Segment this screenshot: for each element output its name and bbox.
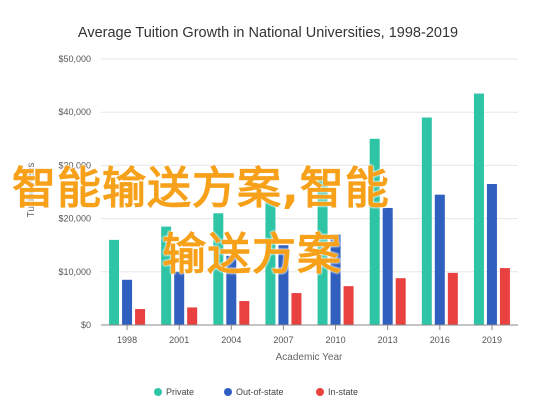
x-axis-ticks: 1998 2001 2004 2007 2010 2013 2016 2019 bbox=[117, 325, 502, 345]
bar-private-2007 bbox=[265, 202, 276, 325]
bar-in-state-2019 bbox=[499, 268, 510, 325]
x-tick-label: 2019 bbox=[482, 335, 502, 345]
bar-out-of-state-2001 bbox=[174, 271, 185, 325]
bar-private-2019 bbox=[473, 93, 484, 325]
bar-out-of-state-1998 bbox=[122, 279, 133, 325]
x-tick-label: 1998 bbox=[117, 335, 137, 345]
bar-private-2001 bbox=[161, 226, 172, 325]
bar-in-state-2004 bbox=[239, 301, 250, 325]
bar-private-2004 bbox=[213, 213, 224, 325]
y-tick-label: $10,000 bbox=[58, 267, 91, 277]
legend-label: Out-of-state bbox=[236, 387, 284, 397]
bar-out-of-state-2016 bbox=[434, 194, 445, 325]
x-tick-label: 2001 bbox=[169, 335, 189, 345]
bar-in-state-2013 bbox=[395, 278, 406, 325]
y-tick-label: $50,000 bbox=[58, 54, 91, 64]
bar-in-state-2010 bbox=[343, 286, 354, 325]
y-tick-label: $30,000 bbox=[58, 160, 91, 170]
bar-in-state-2016 bbox=[447, 272, 458, 325]
legend: Private Out-of-state In-state bbox=[154, 387, 358, 397]
bar-private-2010 bbox=[317, 176, 328, 325]
x-axis-title: Academic Year bbox=[276, 352, 343, 363]
gridlines bbox=[101, 58, 518, 273]
x-tick-label: 2016 bbox=[430, 335, 450, 345]
y-axis-title: Tuition Fees bbox=[26, 163, 37, 218]
bar-out-of-state-2010 bbox=[330, 234, 341, 325]
bar-in-state-1998 bbox=[135, 309, 146, 325]
bar-private-2013 bbox=[369, 138, 380, 325]
legend-swatch-private bbox=[154, 388, 162, 396]
x-tick-label: 2007 bbox=[273, 335, 293, 345]
bar-out-of-state-2007 bbox=[278, 245, 289, 325]
x-tick-label: 2010 bbox=[326, 335, 346, 345]
chart-title: Average Tuition Growth in National Unive… bbox=[78, 25, 458, 41]
watermark-text-line-2: 输送方案 bbox=[162, 229, 342, 280]
bar-out-of-state-2004 bbox=[226, 255, 237, 325]
y-tick-label: $20,000 bbox=[58, 214, 91, 224]
legend-label: Private bbox=[166, 387, 194, 397]
bar-private-1998 bbox=[109, 239, 120, 325]
bar-series bbox=[109, 93, 510, 326]
x-tick-label: 2013 bbox=[378, 335, 398, 345]
bar-out-of-state-2013 bbox=[382, 207, 393, 325]
legend-label: In-state bbox=[328, 387, 358, 397]
bar-out-of-state-2019 bbox=[486, 184, 497, 325]
y-tick-label: $40,000 bbox=[58, 107, 91, 117]
bar-in-state-2001 bbox=[187, 307, 198, 325]
bar-in-state-2007 bbox=[291, 293, 302, 325]
y-axis-ticks: $0 $10,000 $20,000 $30,000 $40,000 $50,000 bbox=[58, 54, 91, 330]
legend-swatch-in-state bbox=[316, 388, 324, 396]
bar-private-2016 bbox=[421, 117, 432, 326]
watermark-text-line-1: 智能输送方案,智能 bbox=[12, 163, 390, 214]
legend-swatch-out-of-state bbox=[224, 388, 232, 396]
y-tick-label: $0 bbox=[81, 320, 91, 330]
x-tick-label: 2004 bbox=[221, 335, 241, 345]
